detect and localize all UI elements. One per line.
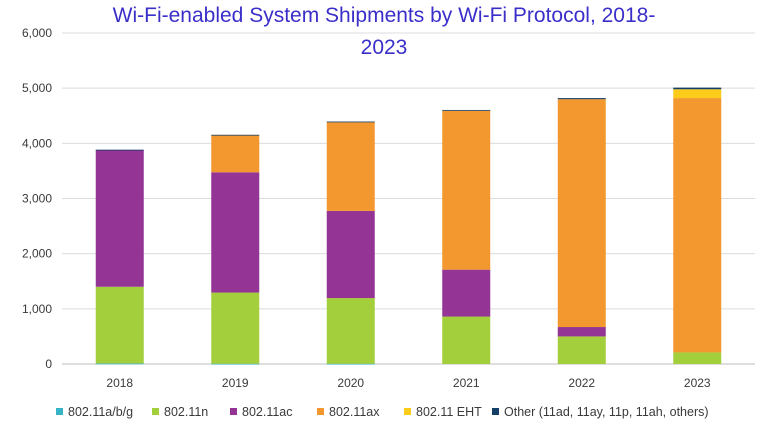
bar-segment bbox=[326, 122, 375, 211]
legend-label: 802.11ac bbox=[242, 405, 293, 419]
bar-segment bbox=[442, 109, 491, 111]
legend-swatch bbox=[56, 408, 63, 415]
bar-segment bbox=[557, 98, 606, 100]
bar-segment bbox=[211, 134, 260, 136]
chart-title-line-1: Wi-Fi-enabled System Shipments by Wi-Fi … bbox=[113, 4, 656, 27]
legend: 802.11a/b/g 802.11n 802.11ac 802.11ax 802.11… bbox=[56, 405, 709, 419]
bar-segment bbox=[673, 87, 722, 90]
x-axis: 2018 2019 2020 2021 2022 2023 bbox=[106, 376, 711, 390]
bar-segment bbox=[442, 316, 491, 364]
y-axis: 0 1,000 2,000 3,000 4,000 5,000 6,000 bbox=[22, 26, 52, 371]
chart-title: Wi-Fi-enabled System Shipments by Wi-Fi … bbox=[113, 4, 656, 59]
legend-label: Other (11ad, 11ay, 11p, 11ah, others) bbox=[504, 405, 709, 419]
x-tick-label: 2020 bbox=[337, 376, 364, 390]
bar-segment bbox=[557, 327, 606, 337]
legend-swatch bbox=[404, 408, 411, 415]
y-tick-label: 2,000 bbox=[22, 247, 52, 261]
y-tick-label: 0 bbox=[45, 357, 52, 371]
x-tick-label: 2022 bbox=[568, 376, 595, 390]
y-tick-label: 1,000 bbox=[22, 302, 52, 316]
bar-segment bbox=[442, 110, 491, 270]
y-tick-label: 5,000 bbox=[22, 81, 52, 95]
bar-segment bbox=[326, 363, 375, 365]
bar-segment bbox=[95, 286, 144, 364]
bar-segment bbox=[326, 121, 375, 123]
legend-label: 802.11a/b/g bbox=[68, 405, 133, 419]
x-tick-label: 2021 bbox=[453, 376, 480, 390]
bars bbox=[95, 87, 722, 365]
gridlines bbox=[62, 32, 755, 365]
bar-segment bbox=[95, 149, 144, 287]
x-tick-label: 2019 bbox=[222, 376, 249, 390]
legend-swatch bbox=[492, 408, 499, 415]
chart-title-line-2: 2023 bbox=[361, 36, 408, 59]
y-tick-label: 3,000 bbox=[22, 192, 52, 206]
x-tick-label: 2018 bbox=[106, 376, 133, 390]
bar-segment bbox=[326, 210, 375, 299]
legend-label: 802.11ax bbox=[329, 405, 380, 419]
bar-segment bbox=[557, 336, 606, 364]
bar-segment bbox=[673, 89, 722, 99]
bar-segment bbox=[211, 363, 260, 365]
y-tick-label: 6,000 bbox=[22, 26, 52, 40]
bar-segment bbox=[326, 298, 375, 364]
bar-segment bbox=[673, 352, 722, 364]
bar-segment bbox=[442, 269, 491, 317]
legend-swatch bbox=[317, 408, 324, 415]
bar-segment bbox=[673, 98, 722, 353]
bar-segment bbox=[95, 149, 144, 151]
legend-swatch bbox=[152, 408, 159, 415]
bar-segment bbox=[95, 363, 144, 365]
y-tick-label: 4,000 bbox=[22, 136, 52, 150]
x-tick-label: 2023 bbox=[684, 376, 711, 390]
legend-label: 802.11n bbox=[164, 405, 208, 419]
bar-segment bbox=[557, 99, 606, 328]
legend-swatch bbox=[230, 408, 237, 415]
legend-label: 802.11 EHT bbox=[416, 405, 482, 419]
bar-segment bbox=[211, 135, 260, 173]
bar-segment bbox=[211, 292, 260, 364]
bar-segment bbox=[211, 172, 260, 293]
